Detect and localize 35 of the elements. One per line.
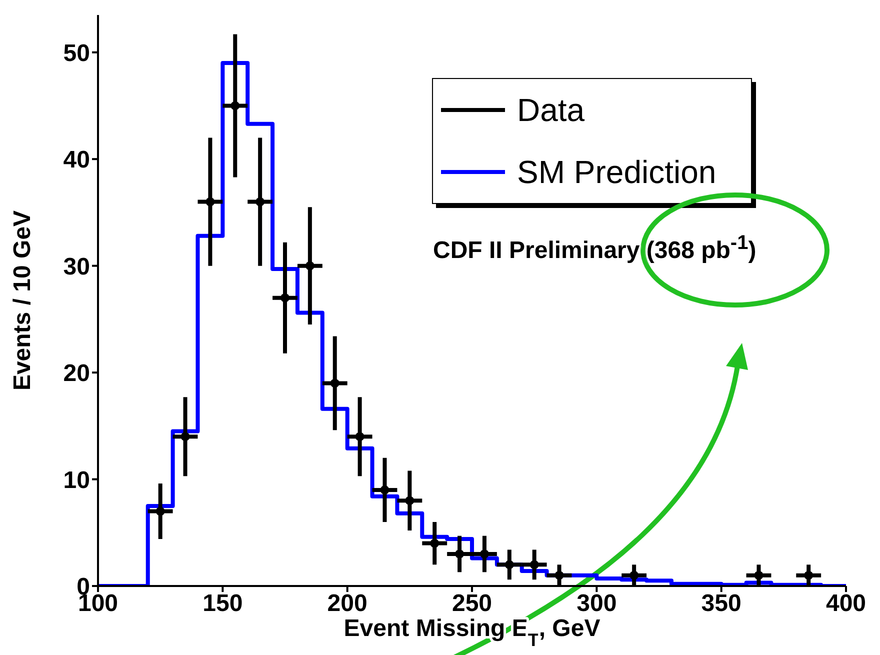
x-tick-label: 250 [452,590,492,618]
x-tick-label: 400 [826,590,866,618]
y-tick-label: 30 [63,253,90,280]
point [530,560,539,570]
x-tick-label: 300 [576,590,617,618]
point [280,293,290,302]
point [305,261,314,270]
y-tick-label: 50 [63,40,90,67]
point [630,570,639,580]
point [430,538,440,548]
x-tick-label: 200 [327,590,368,618]
y-axis-title: Events / 10 GeV [9,210,36,391]
point [256,197,265,206]
point [480,549,489,558]
point [754,570,764,580]
point [455,549,464,558]
point [330,378,340,388]
y-tick-label: 10 [63,466,90,494]
annotation: CDF II Preliminary (368 pb$^{-1}$) [433,232,756,265]
legend-label: SM Prediction [517,154,716,190]
point [405,496,414,506]
point [206,197,215,206]
point [156,506,165,516]
point [504,560,514,570]
point [380,485,390,494]
y-tick-label: 20 [63,360,90,388]
y-tick-label: 40 [63,146,90,174]
x-tick-label: 350 [701,590,742,618]
legend-label: Data [517,92,585,128]
point [180,432,190,442]
point [355,432,364,442]
point [554,570,564,580]
point [230,101,240,110]
point [804,570,814,580]
x-tick-label: 150 [202,590,243,618]
